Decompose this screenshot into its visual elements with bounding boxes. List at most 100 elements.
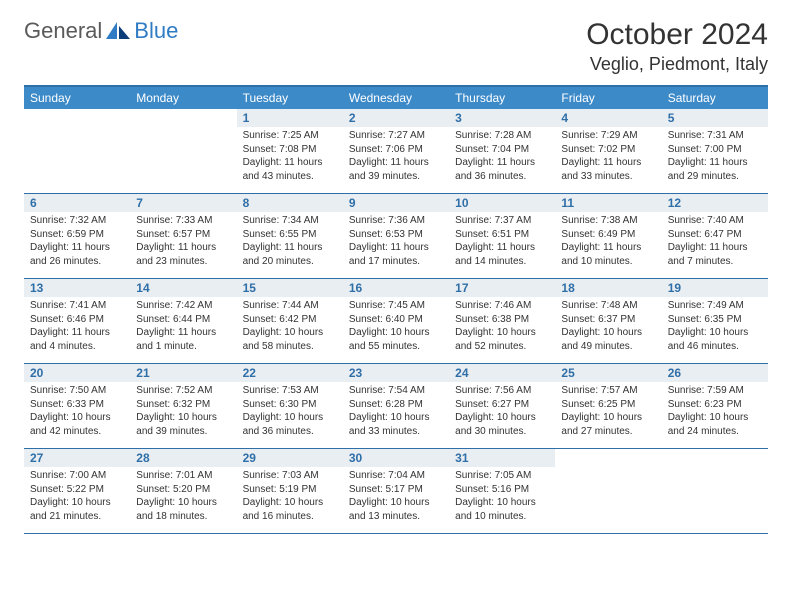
daylight-text: Daylight: 11 hours and 20 minutes. xyxy=(243,241,337,268)
logo-text-general: General xyxy=(24,18,102,44)
sunrise-text: Sunrise: 7:29 AM xyxy=(561,129,655,143)
daylight-text: Daylight: 10 hours and 52 minutes. xyxy=(455,326,549,353)
sunset-text: Sunset: 6:28 PM xyxy=(349,398,443,412)
day-number: 1 xyxy=(237,109,343,127)
daylight-text: Daylight: 10 hours and 49 minutes. xyxy=(561,326,655,353)
sunset-text: Sunset: 6:40 PM xyxy=(349,313,443,327)
day-info: Sunrise: 7:41 AMSunset: 6:46 PMDaylight:… xyxy=(24,297,130,357)
day-info: Sunrise: 7:50 AMSunset: 6:33 PMDaylight:… xyxy=(24,382,130,442)
day-cell: 4Sunrise: 7:29 AMSunset: 7:02 PMDaylight… xyxy=(555,109,661,193)
daylight-text: Daylight: 10 hours and 24 minutes. xyxy=(668,411,762,438)
day-number: 12 xyxy=(662,194,768,212)
logo: General Blue xyxy=(24,18,178,44)
day-info: Sunrise: 7:00 AMSunset: 5:22 PMDaylight:… xyxy=(24,467,130,527)
day-info: Sunrise: 7:46 AMSunset: 6:38 PMDaylight:… xyxy=(449,297,555,357)
day-cell xyxy=(662,449,768,533)
day-info: Sunrise: 7:57 AMSunset: 6:25 PMDaylight:… xyxy=(555,382,661,442)
daylight-text: Daylight: 10 hours and 16 minutes. xyxy=(243,496,337,523)
sunrise-text: Sunrise: 7:03 AM xyxy=(243,469,337,483)
day-number: 15 xyxy=(237,279,343,297)
sunset-text: Sunset: 7:08 PM xyxy=(243,143,337,157)
day-number: 6 xyxy=(24,194,130,212)
day-cell: 30Sunrise: 7:04 AMSunset: 5:17 PMDayligh… xyxy=(343,449,449,533)
header: General Blue October 2024 Veglio, Piedmo… xyxy=(24,18,768,75)
day-number: 7 xyxy=(130,194,236,212)
daylight-text: Daylight: 10 hours and 27 minutes. xyxy=(561,411,655,438)
week-row: 27Sunrise: 7:00 AMSunset: 5:22 PMDayligh… xyxy=(24,449,768,534)
daylight-text: Daylight: 11 hours and 14 minutes. xyxy=(455,241,549,268)
day-cell: 19Sunrise: 7:49 AMSunset: 6:35 PMDayligh… xyxy=(662,279,768,363)
sunrise-text: Sunrise: 7:46 AM xyxy=(455,299,549,313)
sunrise-text: Sunrise: 7:56 AM xyxy=(455,384,549,398)
day-cell xyxy=(555,449,661,533)
day-info: Sunrise: 7:44 AMSunset: 6:42 PMDaylight:… xyxy=(237,297,343,357)
sunrise-text: Sunrise: 7:36 AM xyxy=(349,214,443,228)
daylight-text: Daylight: 10 hours and 33 minutes. xyxy=(349,411,443,438)
sunrise-text: Sunrise: 7:25 AM xyxy=(243,129,337,143)
day-info: Sunrise: 7:40 AMSunset: 6:47 PMDaylight:… xyxy=(662,212,768,272)
day-number: 31 xyxy=(449,449,555,467)
logo-sail-icon xyxy=(106,22,132,40)
sunrise-text: Sunrise: 7:27 AM xyxy=(349,129,443,143)
sunset-text: Sunset: 6:53 PM xyxy=(349,228,443,242)
sunrise-text: Sunrise: 7:01 AM xyxy=(136,469,230,483)
day-number: 22 xyxy=(237,364,343,382)
day-number: 9 xyxy=(343,194,449,212)
sunrise-text: Sunrise: 7:42 AM xyxy=(136,299,230,313)
week-row: 1Sunrise: 7:25 AMSunset: 7:08 PMDaylight… xyxy=(24,109,768,194)
day-cell: 23Sunrise: 7:54 AMSunset: 6:28 PMDayligh… xyxy=(343,364,449,448)
sunrise-text: Sunrise: 7:33 AM xyxy=(136,214,230,228)
week-row: 6Sunrise: 7:32 AMSunset: 6:59 PMDaylight… xyxy=(24,194,768,279)
day-number: 30 xyxy=(343,449,449,467)
day-cell: 22Sunrise: 7:53 AMSunset: 6:30 PMDayligh… xyxy=(237,364,343,448)
sunrise-text: Sunrise: 7:44 AM xyxy=(243,299,337,313)
day-number: 11 xyxy=(555,194,661,212)
sunrise-text: Sunrise: 7:48 AM xyxy=(561,299,655,313)
day-info: Sunrise: 7:56 AMSunset: 6:27 PMDaylight:… xyxy=(449,382,555,442)
sunrise-text: Sunrise: 7:00 AM xyxy=(30,469,124,483)
week-row: 13Sunrise: 7:41 AMSunset: 6:46 PMDayligh… xyxy=(24,279,768,364)
day-cell: 26Sunrise: 7:59 AMSunset: 6:23 PMDayligh… xyxy=(662,364,768,448)
day-info: Sunrise: 7:36 AMSunset: 6:53 PMDaylight:… xyxy=(343,212,449,272)
week-row: 20Sunrise: 7:50 AMSunset: 6:33 PMDayligh… xyxy=(24,364,768,449)
day-cell: 31Sunrise: 7:05 AMSunset: 5:16 PMDayligh… xyxy=(449,449,555,533)
daylight-text: Daylight: 11 hours and 43 minutes. xyxy=(243,156,337,183)
day-info: Sunrise: 7:25 AMSunset: 7:08 PMDaylight:… xyxy=(237,127,343,187)
daylight-text: Daylight: 10 hours and 30 minutes. xyxy=(455,411,549,438)
day-header: Thursday xyxy=(449,87,555,109)
sunrise-text: Sunrise: 7:38 AM xyxy=(561,214,655,228)
sunset-text: Sunset: 6:33 PM xyxy=(30,398,124,412)
day-cell: 2Sunrise: 7:27 AMSunset: 7:06 PMDaylight… xyxy=(343,109,449,193)
daylight-text: Daylight: 10 hours and 10 minutes. xyxy=(455,496,549,523)
day-cell: 12Sunrise: 7:40 AMSunset: 6:47 PMDayligh… xyxy=(662,194,768,278)
sunset-text: Sunset: 6:38 PM xyxy=(455,313,549,327)
sunrise-text: Sunrise: 7:32 AM xyxy=(30,214,124,228)
day-number: 14 xyxy=(130,279,236,297)
sunset-text: Sunset: 6:44 PM xyxy=(136,313,230,327)
daylight-text: Daylight: 11 hours and 36 minutes. xyxy=(455,156,549,183)
daylight-text: Daylight: 11 hours and 29 minutes. xyxy=(668,156,762,183)
title-block: October 2024 Veglio, Piedmont, Italy xyxy=(586,18,768,75)
sunset-text: Sunset: 7:04 PM xyxy=(455,143,549,157)
day-number: 19 xyxy=(662,279,768,297)
daylight-text: Daylight: 11 hours and 33 minutes. xyxy=(561,156,655,183)
day-cell: 3Sunrise: 7:28 AMSunset: 7:04 PMDaylight… xyxy=(449,109,555,193)
sunrise-text: Sunrise: 7:41 AM xyxy=(30,299,124,313)
daylight-text: Daylight: 11 hours and 23 minutes. xyxy=(136,241,230,268)
sunrise-text: Sunrise: 7:52 AM xyxy=(136,384,230,398)
daylight-text: Daylight: 10 hours and 58 minutes. xyxy=(243,326,337,353)
day-number: 2 xyxy=(343,109,449,127)
day-cell xyxy=(130,109,236,193)
sunset-text: Sunset: 5:16 PM xyxy=(455,483,549,497)
day-cell: 8Sunrise: 7:34 AMSunset: 6:55 PMDaylight… xyxy=(237,194,343,278)
day-cell xyxy=(24,109,130,193)
daylight-text: Daylight: 11 hours and 39 minutes. xyxy=(349,156,443,183)
day-info: Sunrise: 7:03 AMSunset: 5:19 PMDaylight:… xyxy=(237,467,343,527)
sunrise-text: Sunrise: 7:34 AM xyxy=(243,214,337,228)
sunrise-text: Sunrise: 7:59 AM xyxy=(668,384,762,398)
day-cell: 25Sunrise: 7:57 AMSunset: 6:25 PMDayligh… xyxy=(555,364,661,448)
day-number: 10 xyxy=(449,194,555,212)
sunset-text: Sunset: 6:23 PM xyxy=(668,398,762,412)
daylight-text: Daylight: 10 hours and 55 minutes. xyxy=(349,326,443,353)
day-header: Friday xyxy=(555,87,661,109)
